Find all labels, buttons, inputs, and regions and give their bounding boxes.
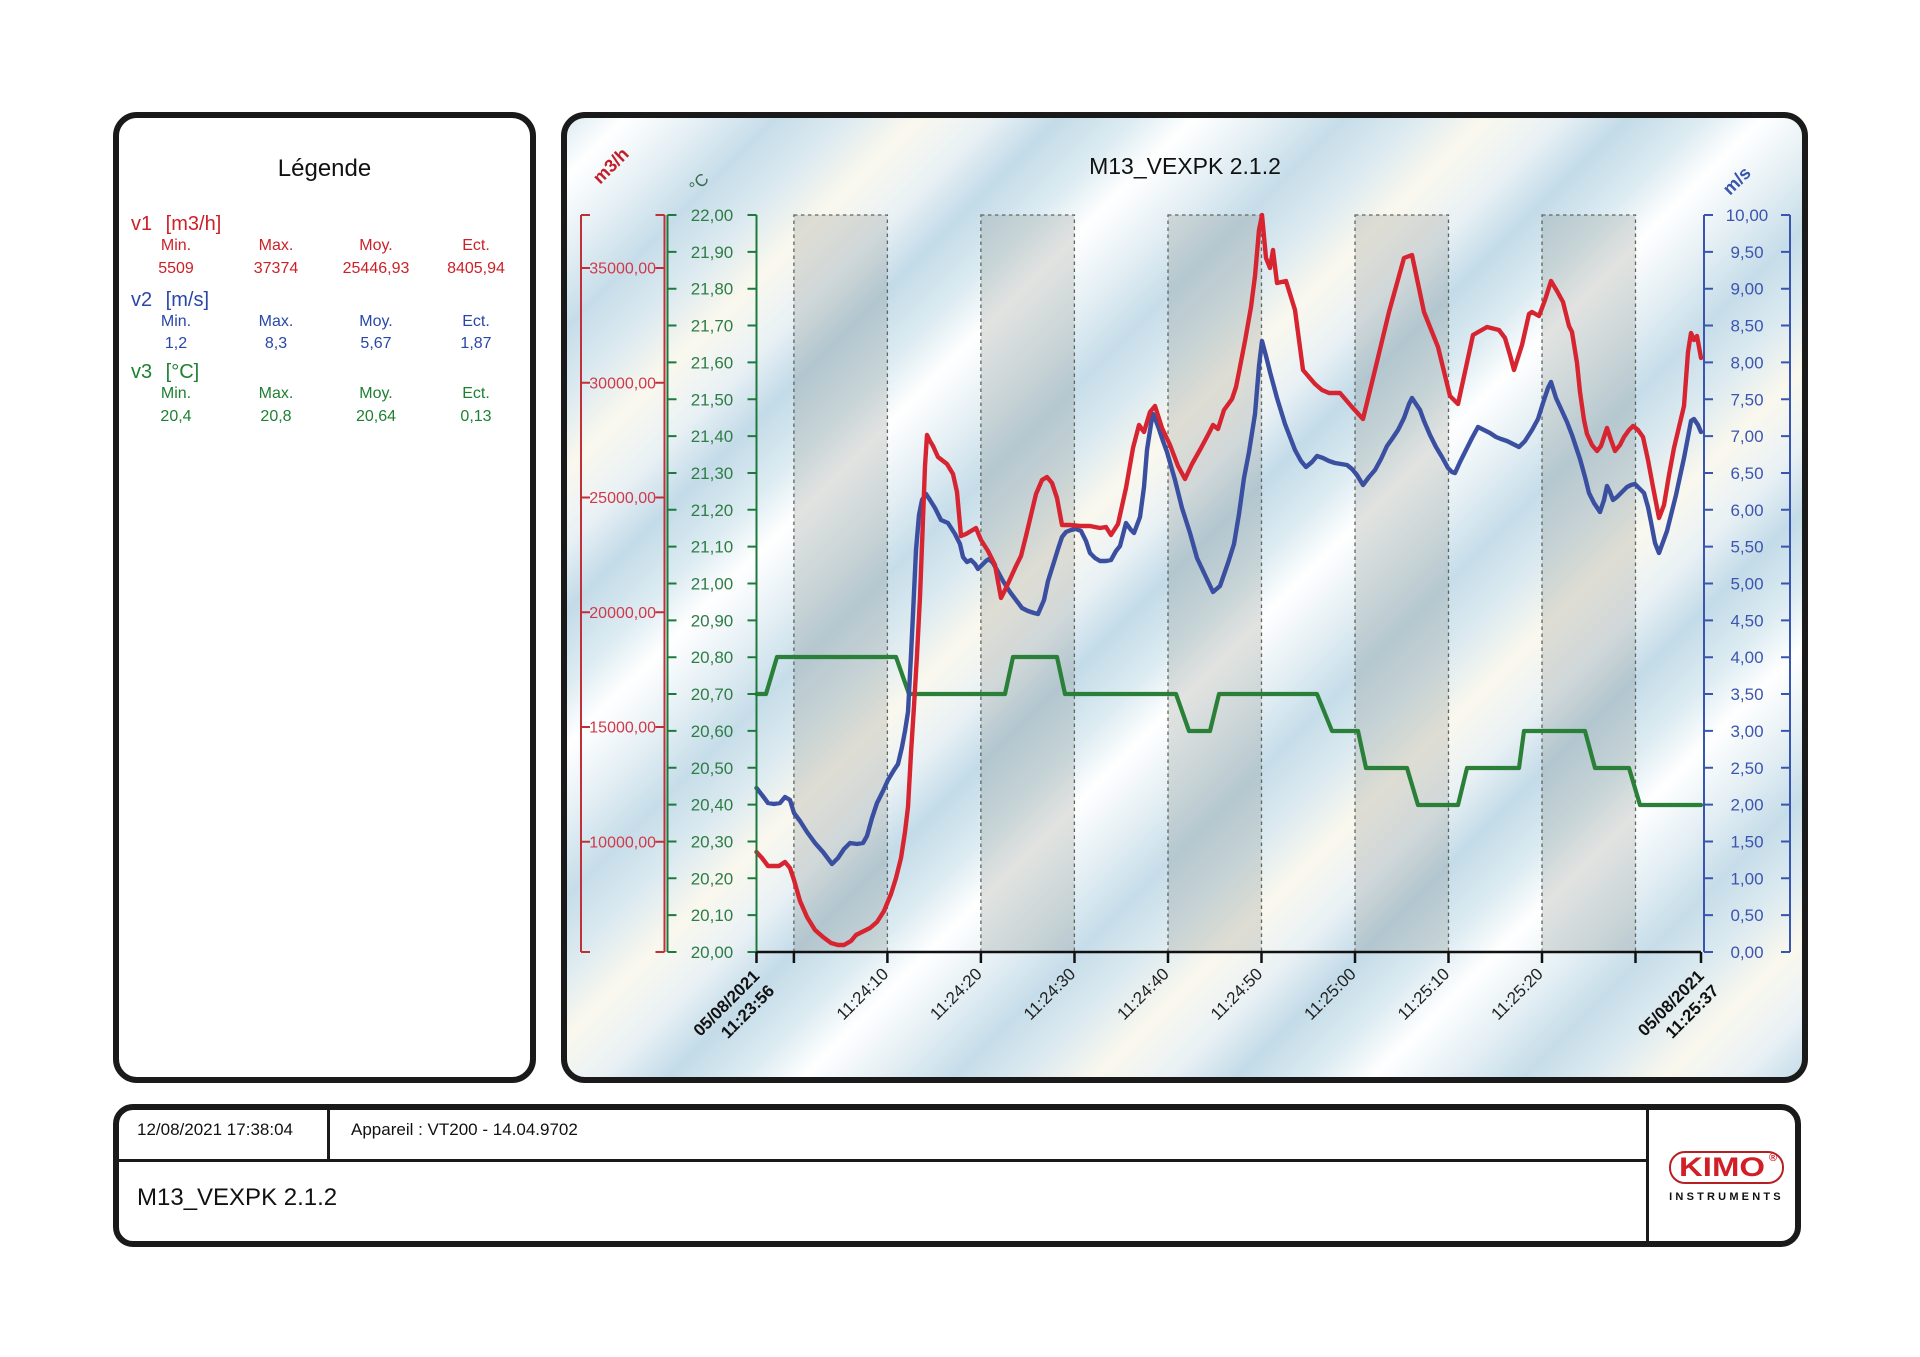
svg-text:11:24:40: 11:24:40	[1113, 964, 1172, 1023]
svg-text:11:24:30: 11:24:30	[1020, 964, 1079, 1023]
svg-text:20,40: 20,40	[691, 796, 734, 815]
svg-text:M13_VEXPK 2.1.2: M13_VEXPK 2.1.2	[1089, 153, 1281, 179]
svg-text:20,90: 20,90	[691, 611, 734, 630]
svg-text:21,90: 21,90	[691, 243, 734, 262]
svg-text:11:25:00: 11:25:00	[1300, 964, 1359, 1023]
svg-text:4,50: 4,50	[1730, 611, 1763, 630]
svg-text:m3/h: m3/h	[589, 144, 633, 188]
svg-text:6,50: 6,50	[1730, 464, 1763, 483]
svg-text:10000,00: 10000,00	[589, 834, 656, 851]
svg-text:15000,00: 15000,00	[589, 720, 656, 737]
svg-text:m/s: m/s	[1719, 163, 1755, 199]
svg-text:7,50: 7,50	[1730, 390, 1763, 409]
svg-text:20,20: 20,20	[691, 869, 734, 888]
svg-text:11:25:20: 11:25:20	[1487, 964, 1546, 1023]
svg-text:2,00: 2,00	[1730, 796, 1763, 815]
svg-text:21,20: 21,20	[691, 501, 734, 520]
svg-text:21,30: 21,30	[691, 464, 734, 483]
svg-text:2,50: 2,50	[1730, 759, 1763, 778]
svg-text:9,00: 9,00	[1730, 280, 1763, 299]
svg-text:0,50: 0,50	[1730, 906, 1763, 925]
svg-text:0,00: 0,00	[1730, 943, 1763, 962]
svg-text:30000,00: 30000,00	[589, 375, 656, 392]
svg-text:20,10: 20,10	[691, 906, 734, 925]
svg-text:20,60: 20,60	[691, 722, 734, 741]
svg-text:22,00: 22,00	[691, 206, 734, 225]
svg-text:6,00: 6,00	[1730, 501, 1763, 520]
svg-text:21,60: 21,60	[691, 353, 734, 372]
svg-text:4,00: 4,00	[1730, 648, 1763, 667]
svg-text:11:24:20: 11:24:20	[926, 964, 985, 1023]
svg-text:1,00: 1,00	[1730, 869, 1763, 888]
svg-text:21,70: 21,70	[691, 317, 734, 336]
svg-text:35000,00: 35000,00	[589, 261, 656, 278]
svg-text:21,40: 21,40	[691, 427, 734, 446]
svg-text:20000,00: 20000,00	[589, 605, 656, 622]
svg-text:11:25:10: 11:25:10	[1394, 964, 1453, 1023]
svg-text:1,50: 1,50	[1730, 832, 1763, 851]
svg-text:11:24:10: 11:24:10	[833, 964, 892, 1023]
svg-text:21,00: 21,00	[691, 575, 734, 594]
svg-text:20,30: 20,30	[691, 832, 734, 851]
svg-text:20,00: 20,00	[691, 943, 734, 962]
svg-text:3,50: 3,50	[1730, 685, 1763, 704]
svg-text:5,50: 5,50	[1730, 538, 1763, 557]
svg-text:10,00: 10,00	[1726, 206, 1769, 225]
svg-text:3,00: 3,00	[1730, 722, 1763, 741]
svg-text:9,50: 9,50	[1730, 243, 1763, 262]
svg-text:11:24:50: 11:24:50	[1207, 964, 1266, 1023]
svg-text:21,10: 21,10	[691, 538, 734, 557]
svg-text:°C: °C	[686, 170, 713, 197]
svg-text:8,50: 8,50	[1730, 317, 1763, 336]
svg-text:21,80: 21,80	[691, 280, 734, 299]
svg-text:20,80: 20,80	[691, 648, 734, 667]
svg-text:7,00: 7,00	[1730, 427, 1763, 446]
svg-text:20,70: 20,70	[691, 685, 734, 704]
svg-text:8,00: 8,00	[1730, 353, 1763, 372]
svg-text:5,00: 5,00	[1730, 575, 1763, 594]
svg-text:21,50: 21,50	[691, 390, 734, 409]
svg-text:20,50: 20,50	[691, 759, 734, 778]
svg-text:25000,00: 25000,00	[589, 490, 656, 507]
